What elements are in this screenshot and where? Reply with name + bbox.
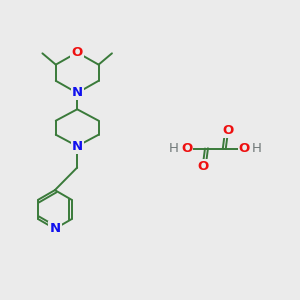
- Text: H: H: [169, 142, 179, 155]
- Text: N: N: [72, 140, 83, 153]
- Text: O: O: [197, 160, 208, 173]
- Text: N: N: [72, 86, 83, 99]
- Text: H: H: [252, 142, 262, 155]
- Text: O: O: [72, 46, 83, 59]
- Text: O: O: [223, 124, 234, 136]
- Text: N: N: [49, 222, 61, 235]
- Text: O: O: [181, 142, 192, 155]
- Text: O: O: [238, 142, 250, 155]
